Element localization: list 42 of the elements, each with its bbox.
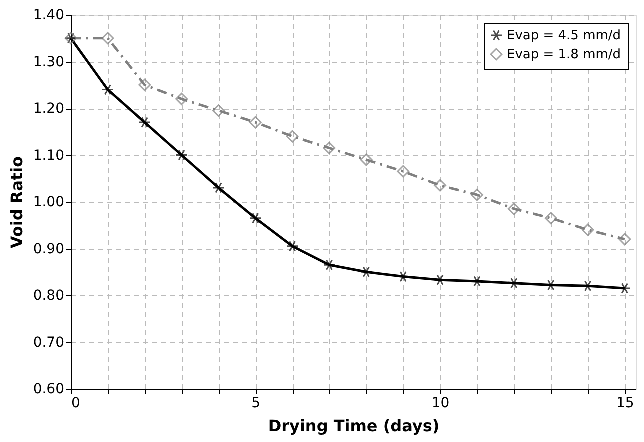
point (508, 202, 520, 216)
point (102, 84, 114, 96)
x-tick-label: 0 (72, 396, 80, 412)
y-axis-title: Void Ratio (7, 156, 26, 249)
x-axis-title: Drying Time (days) (268, 416, 440, 436)
point (434, 179, 447, 192)
y-tick-label: 0.80 (33, 288, 64, 304)
y-tick-label: 1.40 (33, 8, 64, 24)
point (176, 150, 188, 161)
point (286, 240, 299, 252)
y-tick-label: 0.90 (33, 241, 64, 258)
point (138, 117, 152, 128)
point (470, 188, 484, 202)
point (249, 116, 262, 129)
point (582, 224, 594, 236)
point (249, 212, 262, 224)
y-tick-label: 1.10 (33, 148, 64, 164)
y-tick-label: 0.70 (33, 334, 64, 351)
y-tick-label: 0.60 (33, 382, 64, 398)
point (618, 233, 632, 246)
point (212, 182, 225, 194)
y-tick-label: 1.00 (33, 194, 64, 210)
x-tick-label: 5 (252, 396, 261, 412)
point (397, 165, 410, 178)
point (323, 260, 336, 271)
point (102, 32, 114, 45)
point (618, 282, 632, 294)
x-tick-label: 10 (432, 396, 450, 412)
point (434, 274, 447, 286)
legend-label: Evap = 1.8 mm/d (507, 48, 622, 62)
point (212, 104, 225, 118)
point (360, 154, 373, 166)
point (138, 78, 152, 92)
legend-label: Evap = 4.5 mm/d (507, 28, 622, 44)
y-tick-label: 1.30 (33, 54, 64, 70)
point (360, 266, 373, 278)
point (544, 212, 558, 225)
point (176, 92, 188, 106)
point (323, 142, 336, 154)
point (286, 130, 299, 143)
x-tick-label: 15 (616, 396, 634, 412)
y-tick-label: 1.20 (33, 101, 64, 117)
